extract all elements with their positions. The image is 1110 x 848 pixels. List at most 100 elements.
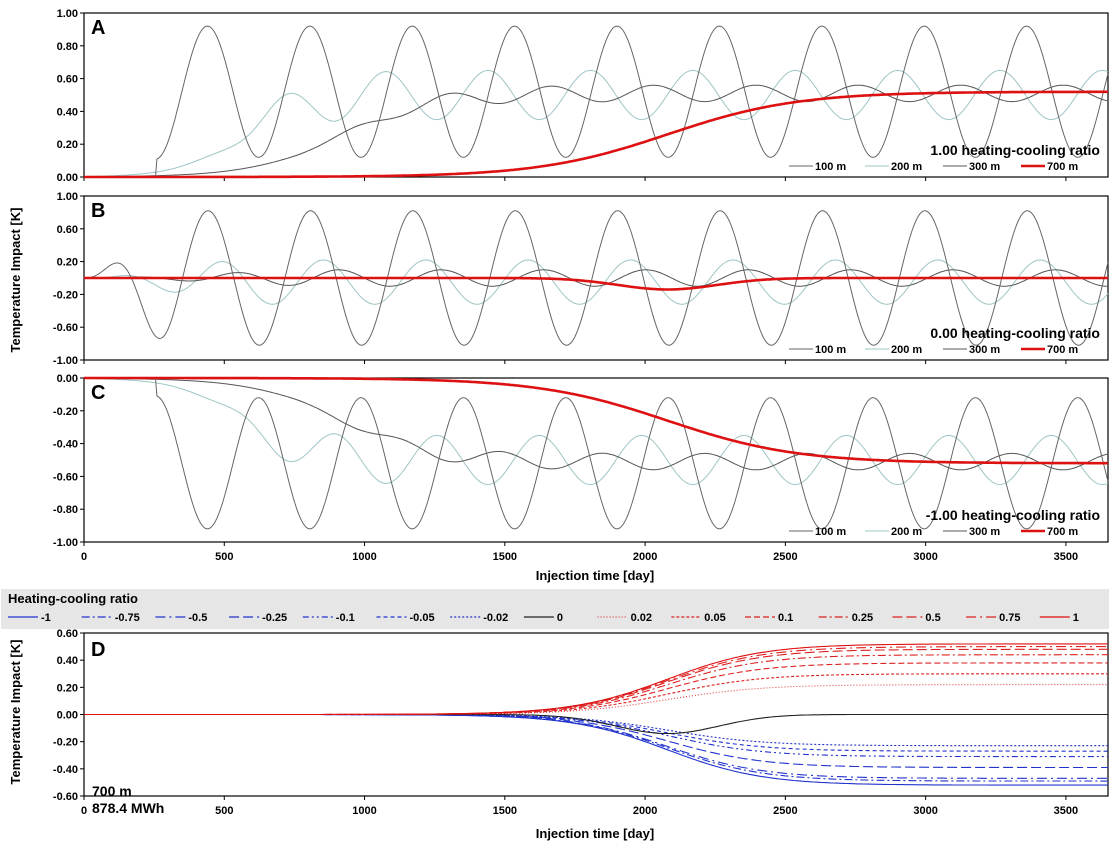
- annotation-depth: 700 m: [92, 783, 132, 799]
- series-line-d-1: [84, 643, 1108, 716]
- y-tick-label-d: 0.20: [57, 682, 78, 694]
- legend-label-d: 1: [1073, 612, 1079, 624]
- series-line-d--0.5: [84, 713, 1108, 779]
- legend-label-a: 200 m: [891, 161, 922, 173]
- y-tick-label-c: -1.00: [53, 537, 78, 549]
- x-tick-label-d: 3500: [1054, 805, 1078, 817]
- series-line-d--0.25: [84, 713, 1108, 769]
- y-tick-label-d: -0.40: [53, 764, 78, 776]
- x-tick-label-c: 0: [81, 551, 87, 563]
- series-line-b-200m: [84, 259, 1109, 305]
- series-line-b-300m: [84, 269, 1108, 287]
- x-tick-label-d: 1500: [493, 805, 517, 817]
- legend-background: [1, 589, 1109, 629]
- panel-letter-a: A: [91, 17, 105, 39]
- series-line-a-200m: [84, 69, 1109, 177]
- legend-label-d: -0.5: [188, 612, 207, 624]
- legend-label-b: 300 m: [969, 344, 1000, 356]
- panels: 0.00 0.20 0.40 0.60 0.80 1.00 A 1.00 heating-co…: [53, 8, 1109, 817]
- y-tick-label-a: 0.20: [57, 139, 78, 151]
- series-line-d-0.05: [84, 673, 1108, 716]
- series-line-a-300m: [84, 84, 1109, 178]
- legend-label-a: 700 m: [1047, 161, 1078, 173]
- y-tick-label-c: -0.60: [53, 471, 78, 483]
- x-tick-label-c: 2000: [633, 551, 657, 563]
- ratio-annotation-c: -1.00 heating-cooling ratio: [926, 507, 1100, 523]
- x-tick-label-d: 3000: [913, 805, 937, 817]
- legend-label-b: 200 m: [891, 344, 922, 356]
- series-line-d-0.1: [84, 662, 1108, 716]
- ratio-annotation-b: 0.00 heating-cooling ratio: [930, 325, 1100, 341]
- x-tick-label-d: 0: [81, 805, 87, 817]
- legend-label-d: -0.02: [483, 612, 508, 624]
- series-line-d-0.5: [84, 648, 1108, 716]
- y-tick-label-b: 1.00: [57, 191, 78, 203]
- x-tick-label-c: 3000: [913, 551, 937, 563]
- legend-title: Heating-cooling ratio: [8, 591, 138, 606]
- plot-frame-a: [83, 12, 1109, 178]
- legend-label-d: -0.1: [336, 612, 355, 624]
- ratio-annotation-a: 1.00 heating-cooling ratio: [930, 142, 1100, 158]
- panel-a: 0.00 0.20 0.40 0.60 0.80 1.00 A 1.00 heating-co…: [57, 8, 1109, 184]
- legend-label-d: 0.02: [631, 612, 652, 624]
- x-tick-label-d: 2500: [773, 805, 797, 817]
- y-tick-label-b: -0.20: [53, 289, 78, 301]
- panel-b: -1.00 -0.60 -0.20 0.20 0.60 1.00 B 0.00 heating…: [53, 191, 1109, 367]
- series-line-b-700m: [84, 276, 1108, 291]
- y-tick-label-b: 0.60: [57, 224, 78, 236]
- y-tick-label-a: 0.60: [57, 74, 78, 86]
- x-tick-label-c: 3500: [1054, 551, 1078, 563]
- y-tick-label-c: -0.80: [53, 504, 78, 516]
- y-axis-label-top: Temperature Impact [K]: [8, 208, 23, 353]
- x-tick-label-c: 1500: [493, 551, 517, 563]
- legend-label-d: -0.75: [115, 612, 140, 624]
- legend-label-d: -0.25: [262, 612, 287, 624]
- legend-label-d: 0: [557, 612, 563, 624]
- y-tick-label-d: 0.40: [57, 655, 78, 667]
- series-line-d--1: [84, 713, 1108, 786]
- y-tick-label-a: 0.40: [57, 106, 78, 118]
- y-tick-label-a: 0.00: [57, 172, 78, 184]
- legend-label-c: 200 m: [891, 526, 922, 538]
- panel-c: -1.00 -0.80 -0.60 -0.40 -0.20 0.00 0 500 1000 150…: [53, 373, 1109, 563]
- annotation-energy: 878.4 MWh: [92, 800, 164, 816]
- y-axis-label-bottom: Temperature Impact [K]: [8, 640, 23, 785]
- y-tick-label-c: -0.40: [53, 439, 78, 451]
- x-axis-label-bottom: Injection time [day]: [536, 826, 654, 841]
- panel-letter-b: B: [91, 200, 105, 222]
- y-tick-label-a: 1.00: [57, 8, 78, 20]
- legend-label-a: 100 m: [815, 161, 846, 173]
- y-tick-label-c: -0.20: [53, 406, 78, 418]
- y-tick-label-b: -0.60: [53, 322, 78, 334]
- legend-label-d: 0.5: [925, 612, 940, 624]
- legend-d: Heating-cooling ratio -1 -0.75 -0.5 -0.25 -0…: [1, 589, 1109, 629]
- y-tick-label-d: 0.00: [57, 710, 78, 722]
- series-line-b-100m: [84, 210, 1109, 346]
- x-tick-label-c: 500: [215, 551, 233, 563]
- legend-label-b: 700 m: [1047, 344, 1078, 356]
- series-line-d--0.1: [84, 713, 1108, 758]
- y-tick-label-c: 0.00: [57, 373, 78, 385]
- legend-label-d: 0.75: [999, 612, 1020, 624]
- legend-label-a: 300 m: [969, 161, 1000, 173]
- x-tick-label-c: 1000: [352, 551, 376, 563]
- panel-letter-d: D: [91, 639, 105, 661]
- series-line-c-700m: [84, 376, 1108, 465]
- x-axis-label-top: Injection time [day]: [536, 568, 654, 583]
- legend-label-d: 0.25: [852, 612, 873, 624]
- series-line-c-200m: [84, 378, 1109, 486]
- legend-label-d: -0.05: [410, 612, 435, 624]
- x-tick-label-d: 2000: [633, 805, 657, 817]
- y-tick-label-d: -0.60: [53, 791, 78, 803]
- legend-label-d: -1: [41, 612, 51, 624]
- series-line-a-700m: [84, 90, 1108, 179]
- series-line-d--0.02: [84, 713, 1108, 747]
- series-line-d-0.02: [84, 684, 1108, 716]
- x-tick-label-d: 500: [215, 805, 233, 817]
- y-tick-label-a: 0.80: [57, 41, 78, 53]
- y-tick-label-b: 0.20: [57, 257, 78, 269]
- series-line-a-100m: [84, 25, 1109, 178]
- legend-label-d: 0.05: [704, 612, 725, 624]
- panel-letter-c: C: [91, 382, 105, 404]
